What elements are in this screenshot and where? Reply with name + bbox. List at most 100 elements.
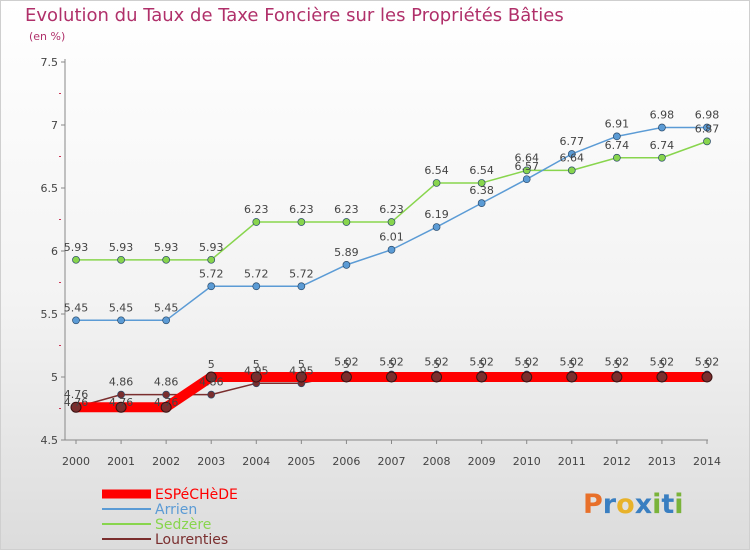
data-point	[613, 153, 621, 162]
data-point	[342, 218, 351, 226]
legend-item: Sedzère	[102, 517, 211, 533]
data-point	[162, 390, 170, 399]
data-point	[387, 245, 396, 254]
data-label: 5	[388, 358, 395, 371]
data-point	[701, 371, 713, 383]
data-point	[432, 223, 441, 231]
data-point	[207, 282, 216, 291]
data-point	[297, 282, 306, 291]
data-point	[613, 132, 621, 141]
data-point	[115, 401, 127, 413]
data-label: 6.77	[560, 135, 585, 148]
data-label: 5	[208, 358, 215, 371]
data-point	[658, 153, 666, 162]
data-label: 6.54	[424, 164, 449, 177]
x-tick-label: 2004	[242, 455, 270, 468]
data-label: 5	[523, 358, 530, 371]
data-label: 6.87	[695, 122, 720, 135]
data-point	[205, 371, 217, 383]
data-labels-layer: 5.93 5.93 5.93 5.93 6.23 6.23 6.23 6.23 6.54 6.54…	[64, 109, 720, 410]
legend-label: ESPéCHèDE	[155, 487, 238, 503]
data-point	[431, 371, 443, 383]
legend-label: Lourenties	[155, 532, 228, 548]
legend-label: Sedzère	[155, 517, 211, 533]
y-tick-label: 5.5	[41, 308, 59, 321]
data-label: 5	[478, 358, 485, 371]
data-point	[117, 316, 125, 325]
data-point	[72, 316, 80, 325]
logo-letter: o	[616, 489, 635, 520]
data-label: 6.57	[514, 160, 539, 173]
data-label: 5.45	[109, 301, 134, 314]
data-point	[162, 316, 170, 325]
data-label: 4.76	[64, 396, 89, 409]
data-label: 5	[298, 358, 305, 371]
data-label: 4.86	[109, 376, 134, 389]
x-tick-label: 2014	[693, 455, 721, 468]
data-point	[252, 282, 261, 291]
data-label: 6.23	[244, 203, 269, 216]
legend-item: ESPéCHèDE	[102, 487, 238, 503]
series-esp-ch-de	[70, 371, 713, 413]
y-tick-label: 7.5	[41, 56, 59, 69]
x-tick-label: 2005	[287, 455, 315, 468]
x-tick-label: 2012	[603, 455, 631, 468]
logo-letter: i	[674, 489, 684, 520]
data-label: 4.95	[289, 364, 314, 377]
data-label: 6.98	[695, 109, 720, 122]
data-point	[432, 179, 441, 187]
data-label: 5.72	[289, 267, 314, 280]
y-tick-label: 6	[51, 245, 58, 258]
data-label: 6.01	[379, 231, 404, 244]
data-point	[117, 255, 125, 264]
data-point	[117, 390, 125, 399]
data-point	[477, 179, 486, 187]
data-label: 6.23	[334, 203, 359, 216]
data-label: 5.02	[650, 355, 675, 368]
data-point	[342, 261, 351, 269]
data-label: 5.02	[469, 355, 494, 368]
data-point	[297, 218, 306, 226]
data-label: 5.93	[64, 241, 89, 254]
data-label: 6.91	[605, 117, 630, 130]
data-label: 5	[613, 358, 620, 371]
x-tick-label: 2009	[468, 455, 496, 468]
data-point	[521, 371, 533, 383]
data-label: 6.23	[289, 203, 314, 216]
legend-item: Arrien	[102, 502, 197, 518]
data-label: 5	[704, 358, 711, 371]
x-tick-label: 2003	[197, 455, 225, 468]
data-point	[207, 255, 216, 264]
data-point	[658, 123, 666, 132]
data-label: 5.72	[244, 267, 269, 280]
series-sedz-re	[72, 137, 711, 264]
x-tick-label: 2000	[62, 455, 90, 468]
data-point	[522, 175, 531, 184]
data-point	[386, 371, 397, 383]
data-label: 5.02	[424, 355, 449, 368]
data-label: 4.86	[154, 376, 179, 389]
x-tick-label: 2010	[513, 455, 541, 468]
chart-subtitle: (en %)	[29, 30, 66, 43]
data-label: 6.54	[469, 164, 494, 177]
x-tick-label: 2006	[332, 455, 360, 468]
data-point	[567, 150, 576, 158]
legend-item: Lourenties	[102, 532, 228, 548]
data-label: 6.38	[469, 184, 494, 197]
data-label: 5	[343, 358, 350, 371]
data-point	[566, 371, 578, 383]
logo-letter: x	[634, 489, 653, 520]
data-label: 5	[253, 358, 260, 371]
data-label: 5.02	[695, 355, 720, 368]
logo-letter: r	[602, 489, 617, 520]
data-point	[476, 371, 488, 383]
data-point	[250, 371, 262, 383]
series-layer	[70, 123, 713, 413]
data-label: 6.19	[424, 208, 449, 221]
data-label: 6.74	[605, 139, 630, 152]
data-point	[70, 401, 82, 413]
data-label: 6.64	[514, 151, 539, 164]
data-label: 6.74	[650, 139, 675, 152]
